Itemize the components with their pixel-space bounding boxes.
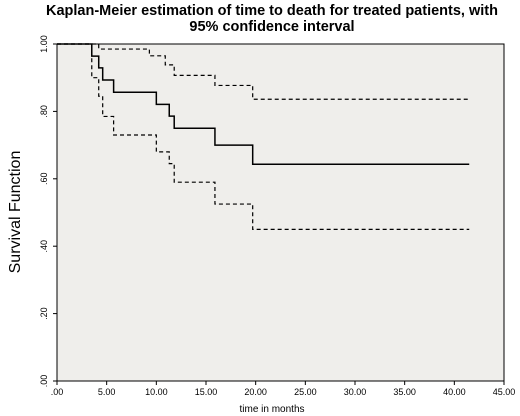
y-tick-label: 1.00 <box>39 35 49 53</box>
x-tick-label: .00 <box>51 387 64 397</box>
x-axis-label: time in months <box>239 404 304 415</box>
survival-estimate-line <box>57 43 470 166</box>
x-axis-ticks: .00 5.00 10.00 15.00 20.00 25.00 30.00 35.00 40.… <box>51 381 516 397</box>
x-tick-label: 10.00 <box>145 387 168 397</box>
x-tick-label: 15.00 <box>195 387 218 397</box>
x-tick-label: 30.00 <box>344 387 367 397</box>
x-tick-label: 35.00 <box>393 387 416 397</box>
y-tick-label: .80 <box>39 105 49 118</box>
x-tick-label: 40.00 <box>443 387 466 397</box>
y-tick-label: .00 <box>39 375 49 388</box>
y-tick-label: .60 <box>39 173 49 186</box>
y-tick-label: .20 <box>39 307 49 320</box>
plot-area <box>56 43 505 382</box>
x-tick-label: 5.00 <box>98 387 116 397</box>
y-axis-label: Survival Function <box>7 151 24 274</box>
chart-title-line-2: 95% confidence interval <box>189 19 354 35</box>
x-tick-label: 25.00 <box>294 387 317 397</box>
survival-curves <box>57 43 470 230</box>
y-tick-label: .40 <box>39 240 49 253</box>
lower-ci-line <box>57 43 470 230</box>
y-axis-ticks: .00 .20 .40 .60 .80 1.00 <box>39 35 57 387</box>
upper-ci-line <box>57 43 470 100</box>
chart-title-line-1: Kaplan-Meier estimation of time to death… <box>46 3 498 19</box>
x-tick-label: 20.00 <box>244 387 267 397</box>
x-tick-label: 45.00 <box>493 387 516 397</box>
